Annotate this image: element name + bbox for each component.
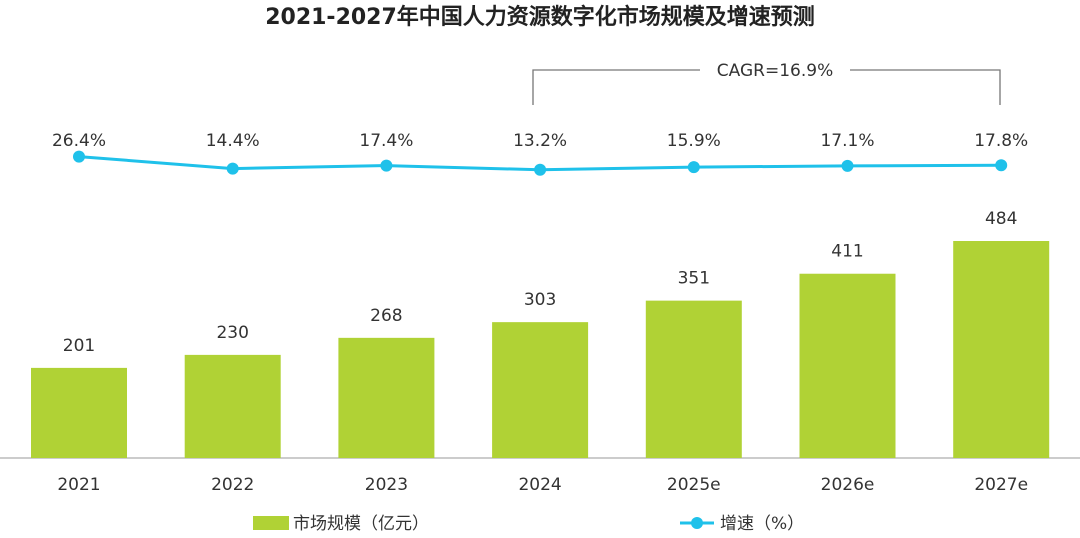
x-tick-label: 2026e	[821, 475, 875, 495]
x-tick-label: 2027e	[974, 475, 1028, 495]
bar	[492, 322, 589, 458]
growth-value-label: 14.4%	[206, 131, 260, 151]
bar-value-label: 230	[216, 323, 248, 343]
growth-value-label: 15.9%	[667, 131, 721, 151]
x-tick-label: 2024	[518, 475, 561, 495]
legend-label: 市场规模（亿元）	[293, 514, 429, 534]
growth-point	[687, 161, 700, 174]
bar-value-label: 303	[524, 290, 556, 310]
x-tick-label: 2021	[57, 475, 100, 495]
cagr-bracket	[532, 69, 1001, 105]
bar-value-label: 484	[985, 209, 1017, 229]
bar	[184, 354, 281, 458]
bar	[338, 337, 435, 458]
growth-value-label: 17.8%	[974, 131, 1028, 151]
growth-point	[995, 159, 1008, 172]
x-tick-label: 2022	[211, 475, 254, 495]
x-tick-label: 2023	[365, 475, 408, 495]
growth-point	[534, 163, 547, 176]
bar-value-label: 411	[831, 242, 863, 262]
bar-value-label: 201	[63, 336, 95, 356]
cagr-annotation: CAGR=16.9%	[717, 61, 833, 81]
growth-value-label: 17.4%	[359, 131, 413, 151]
bar	[953, 241, 1050, 458]
growth-value-label: 26.4%	[52, 131, 106, 151]
legend-swatch	[691, 517, 703, 529]
growth-value-label: 17.1%	[820, 131, 874, 151]
growth-point	[841, 159, 854, 172]
bar	[31, 367, 127, 458]
legend-swatch	[253, 516, 289, 530]
bar	[645, 300, 742, 458]
x-tick-label: 2025e	[667, 475, 721, 495]
growth-point	[380, 159, 393, 172]
growth-point	[73, 150, 85, 163]
chart-title: 2021-2027年中国人力资源数字化市场规模及增速预测	[265, 4, 815, 30]
bar-value-label: 268	[370, 306, 402, 326]
growth-point	[226, 162, 239, 175]
bar-value-label: 351	[678, 269, 710, 289]
growth-value-label: 13.2%	[513, 131, 567, 151]
bar	[799, 273, 896, 458]
legend-label: 增速（%）	[720, 514, 804, 534]
